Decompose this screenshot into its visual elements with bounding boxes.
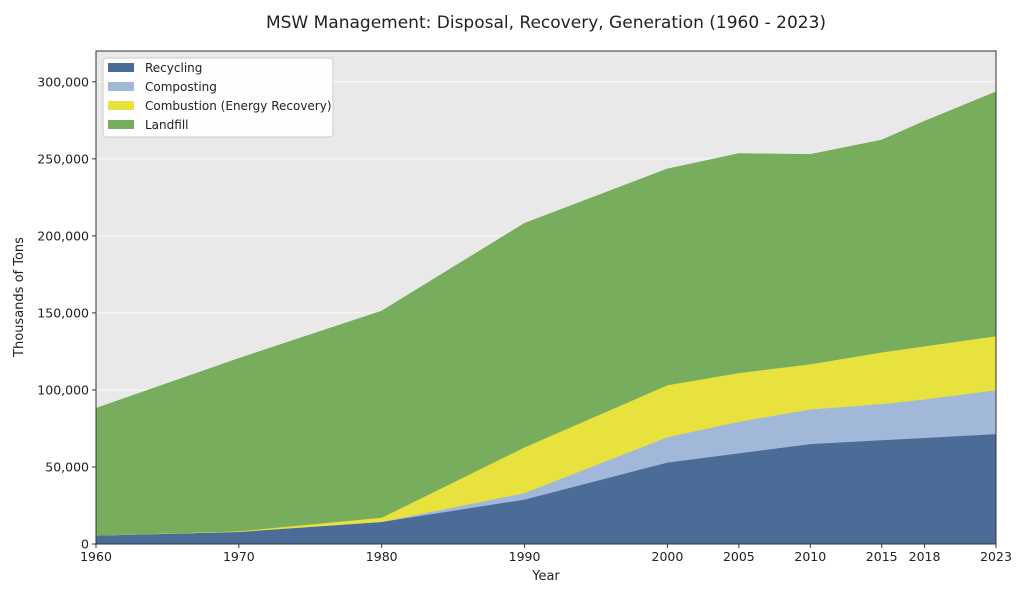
y-tick-label: 50,000 <box>45 459 89 474</box>
plot-frame <box>95 50 997 545</box>
x-tick-label: 2005 <box>723 549 755 564</box>
x-tick-label: 1960 <box>80 549 112 564</box>
y-tick-label: 100,000 <box>37 382 89 397</box>
y-tick-label: 300,000 <box>37 74 89 89</box>
legend-label: Landfill <box>145 118 189 132</box>
legend-label: Combustion (Energy Recovery) <box>145 99 332 113</box>
legend-swatch <box>108 82 134 91</box>
x-tick-label: 2023 <box>980 549 1012 564</box>
y-axis-ticks: 0 50,000 100,000 150,000 200,000 250,000 300,0… <box>37 74 96 552</box>
legend-item-recycling[interactable]: Recycling <box>108 61 202 75</box>
y-tick-label: 150,000 <box>37 305 89 320</box>
x-tick-label: 2018 <box>909 549 941 564</box>
legend-item-combustion-energy-recovery[interactable]: Combustion (Energy Recovery) <box>108 99 332 113</box>
y-tick-label: 200,000 <box>37 228 89 243</box>
x-tick-label: 2015 <box>866 549 898 564</box>
x-axis-label: Year <box>531 569 560 584</box>
legend-label: Composting <box>145 80 217 94</box>
legend-swatch <box>108 120 134 129</box>
x-tick-label: 2010 <box>794 549 826 564</box>
legend[interactable]: Recycling Composting Combustion (Energy Re… <box>102 57 334 138</box>
legend-swatch <box>108 101 134 110</box>
y-tick-label: 250,000 <box>37 151 89 166</box>
x-axis-ticks: 1960 1970 1980 1990 2000 2005 2010 2015 2018 2023 <box>80 544 1012 564</box>
y-axis-label: Thousands of Tons <box>12 237 27 358</box>
x-tick-label: 1970 <box>223 549 255 564</box>
series-areas <box>95 91 997 545</box>
x-tick-label: 2000 <box>652 549 684 564</box>
x-tick-label: 1980 <box>366 549 398 564</box>
chart-title: MSW Management: Disposal, Recovery, Gene… <box>266 13 826 33</box>
legend-item-composting[interactable]: Composting <box>108 80 217 94</box>
legend-swatch <box>108 63 134 72</box>
y-tick-label: 0 <box>81 537 89 552</box>
legend-box <box>102 57 334 138</box>
legend-label: Recycling <box>145 61 202 75</box>
x-tick-label: 1990 <box>509 549 541 564</box>
legend-item-landfill[interactable]: Landfill <box>108 118 189 132</box>
